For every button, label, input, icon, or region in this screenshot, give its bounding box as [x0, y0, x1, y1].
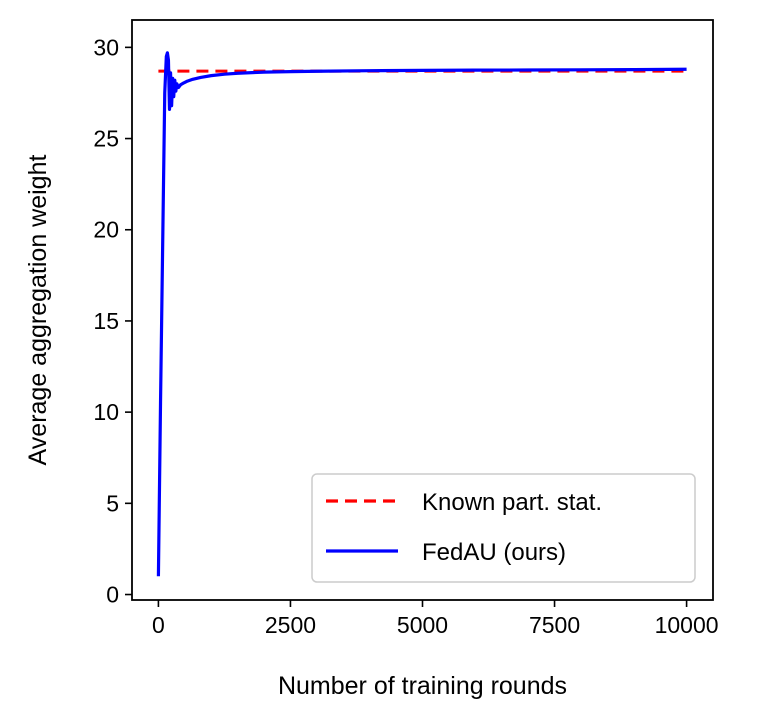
legend-label: Known part. stat. — [422, 489, 602, 516]
y-tick-label: 20 — [93, 217, 119, 243]
legend-label: FedAU (ours) — [422, 539, 566, 566]
x-tick-label: 0 — [152, 612, 165, 638]
y-tick-label: 25 — [93, 126, 119, 152]
y-tick-label: 15 — [93, 308, 119, 334]
legend: Known part. stat. FedAU (ours) — [311, 473, 696, 583]
x-tick-label: 10000 — [655, 612, 719, 638]
plot-area — [156, 51, 687, 577]
axes: 0 2500 5000 7500 10000 0 5 10 15 20 25 30 — [93, 19, 719, 638]
x-tick-label: 2500 — [265, 612, 316, 638]
series-line-fedau — [156, 51, 687, 577]
y-tick-label: 30 — [93, 34, 119, 60]
legend-box — [311, 473, 696, 583]
y-tick-label: 0 — [106, 582, 119, 608]
x-tick-label: 5000 — [397, 612, 448, 638]
x-tick-label: 7500 — [529, 612, 580, 638]
y-axis-label: Average aggregation weight — [24, 155, 52, 466]
x-axis-label: Number of training rounds — [278, 672, 567, 700]
y-tick-label: 10 — [93, 399, 119, 425]
y-tick-label: 5 — [106, 490, 119, 516]
